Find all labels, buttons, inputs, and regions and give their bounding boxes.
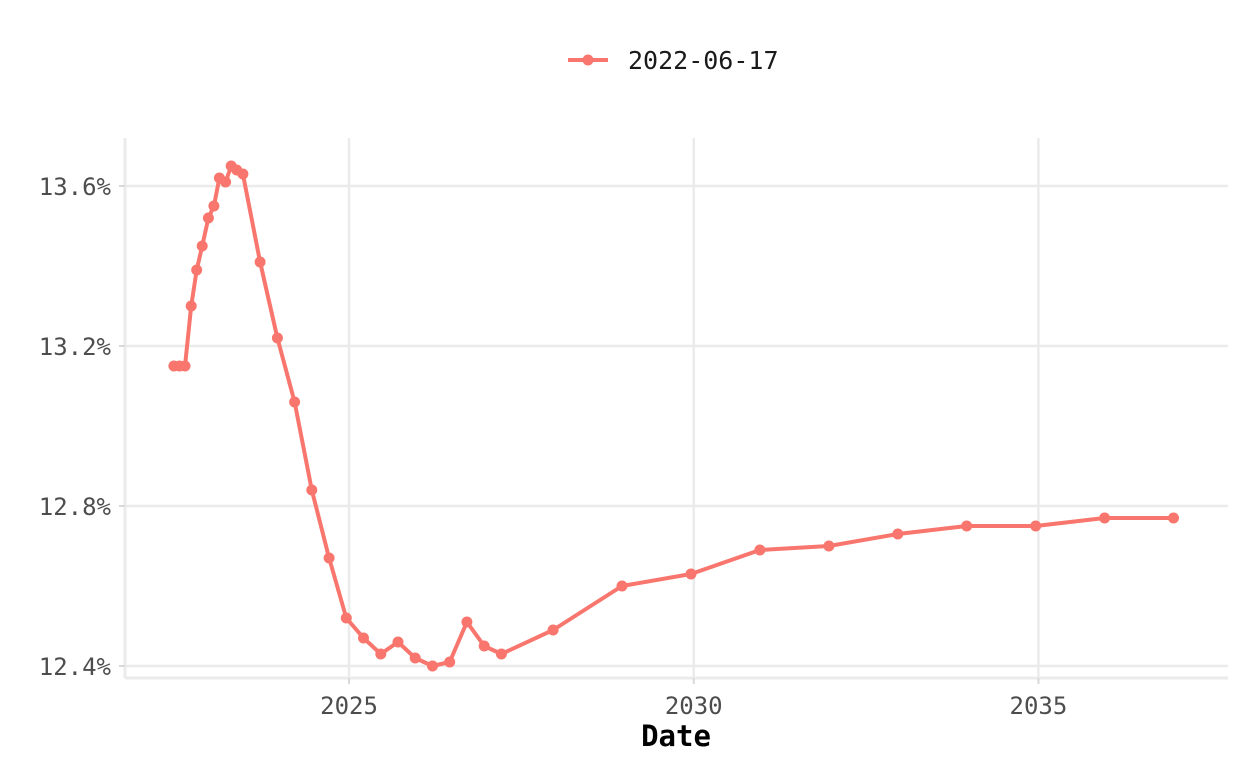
data-point-0-34 — [961, 520, 973, 532]
x-tick-label-1: 2030 — [665, 692, 723, 720]
data-point-0-35 — [1030, 520, 1042, 532]
x-tick-label-0: 2025 — [320, 692, 378, 720]
data-point-0-30 — [685, 568, 697, 580]
data-point-0-7 — [208, 200, 220, 212]
data-point-0-3 — [185, 300, 197, 312]
data-point-0-22 — [409, 652, 421, 664]
data-point-0-5 — [196, 240, 208, 252]
data-point-0-24 — [444, 656, 456, 668]
data-point-0-33 — [892, 528, 904, 540]
data-point-0-9 — [220, 176, 232, 188]
data-point-0-17 — [323, 552, 335, 564]
y-tick-label-2: 13.2% — [39, 333, 112, 361]
data-point-0-28 — [547, 624, 559, 636]
plot-area: 2025 2030 2035 12.4% 12.8% 13.2% 13.6% — [39, 138, 1228, 720]
data-point-0-14 — [271, 332, 283, 344]
data-point-0-21 — [392, 636, 404, 648]
x-tick-label-2: 2035 — [1010, 692, 1068, 720]
data-point-0-29 — [616, 580, 628, 592]
data-point-0-2 — [179, 360, 191, 372]
data-point-0-26 — [478, 640, 490, 652]
y-tick-label-3: 13.6% — [39, 173, 112, 201]
series-layer — [168, 160, 1179, 672]
x-axis-title: Date — [641, 719, 711, 753]
data-point-0-18 — [340, 612, 352, 624]
series-line-0 — [171, 164, 1176, 668]
data-point-0-25 — [461, 616, 473, 628]
legend-label: 2022-06-17 — [628, 46, 779, 75]
data-point-0-23 — [427, 660, 438, 672]
data-point-0-27 — [495, 648, 507, 660]
legend: 2022-06-17 — [568, 46, 779, 75]
data-point-0-36 — [1099, 512, 1111, 524]
gridlines — [125, 138, 1228, 678]
axes — [123, 138, 1228, 680]
data-point-0-6 — [202, 212, 214, 224]
y-tick-label-1: 12.8% — [39, 493, 112, 521]
data-point-0-16 — [306, 484, 318, 496]
data-point-0-12 — [237, 168, 249, 180]
data-point-0-19 — [358, 632, 369, 644]
data-point-0-32 — [823, 540, 835, 552]
data-point-0-37 — [1168, 512, 1179, 524]
data-point-0-4 — [191, 264, 203, 276]
y-tick-label-0: 12.4% — [39, 653, 112, 681]
data-point-0-31 — [754, 544, 766, 556]
y-axis-ticks: 12.4% 12.8% 13.2% 13.6% — [39, 173, 125, 681]
legend-key-point — [582, 54, 594, 66]
data-point-0-13 — [254, 256, 266, 268]
data-point-0-20 — [375, 648, 387, 660]
x-axis-ticks: 2025 2030 2035 — [320, 678, 1067, 720]
data-point-0-15 — [289, 396, 301, 408]
